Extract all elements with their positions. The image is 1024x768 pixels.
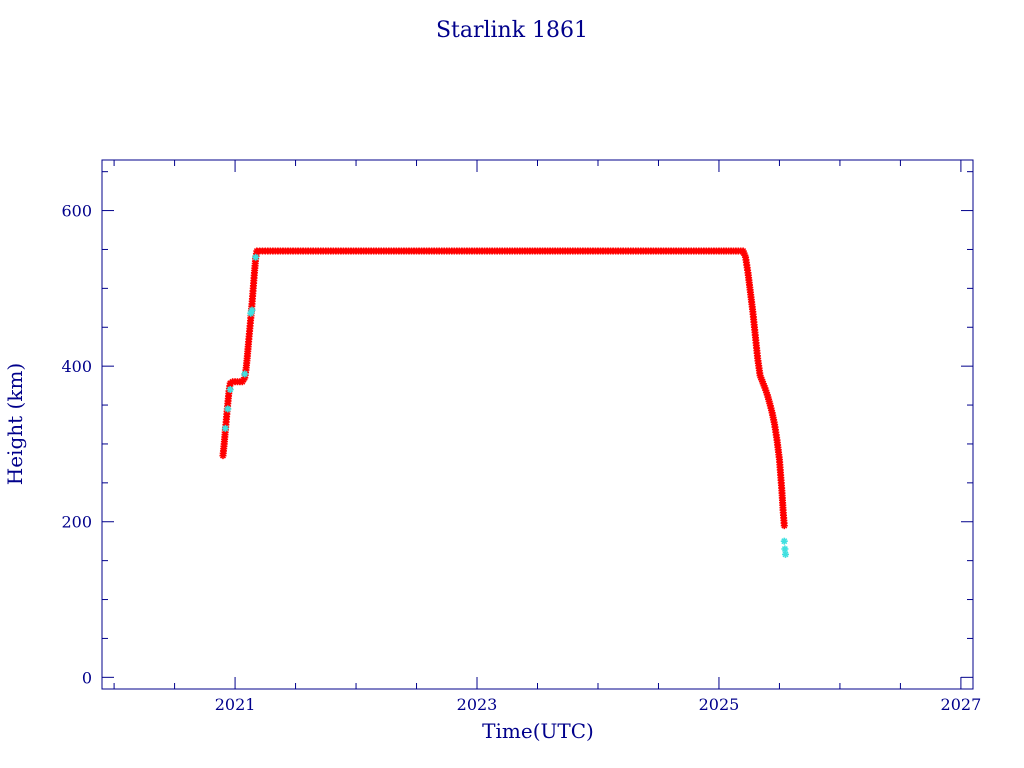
x-tick-label: 2027 xyxy=(941,695,982,714)
y-tick-labels: 0 200 400 600 xyxy=(61,202,92,688)
data-point xyxy=(780,537,788,545)
x-tick-label: 2025 xyxy=(699,695,740,714)
data-point xyxy=(252,253,260,261)
y-tick-label: 0 xyxy=(82,668,92,687)
data-point xyxy=(248,306,256,314)
data-point xyxy=(781,550,789,558)
axis-ticks xyxy=(102,160,973,689)
data-point xyxy=(241,370,249,378)
x-tick-label: 2023 xyxy=(457,695,498,714)
y-tick-label: 400 xyxy=(61,357,92,376)
data-point xyxy=(224,405,232,413)
chart-title: Starlink 1861 xyxy=(436,18,588,43)
data-point xyxy=(781,545,789,553)
y-axis-label: Height (km) xyxy=(3,363,27,485)
plot-frame xyxy=(101,159,974,690)
x-tick-label: 2021 xyxy=(215,695,256,714)
data-point xyxy=(221,424,229,432)
data-point xyxy=(780,522,788,530)
x-axis-label: Time(UTC) xyxy=(482,719,594,743)
y-tick-label: 200 xyxy=(61,513,92,532)
x-tick-labels: 2021 2023 2025 2027 xyxy=(215,695,982,714)
y-tick-label: 600 xyxy=(61,202,92,221)
data-point xyxy=(226,385,234,393)
data-points xyxy=(219,247,789,558)
